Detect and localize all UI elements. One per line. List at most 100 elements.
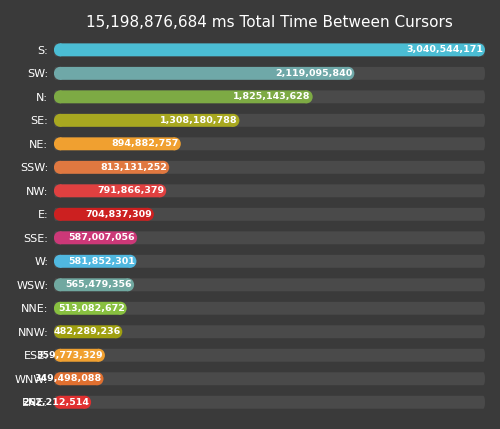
FancyBboxPatch shape — [56, 184, 483, 197]
FancyBboxPatch shape — [56, 231, 483, 244]
FancyBboxPatch shape — [60, 161, 164, 174]
Text: 1,825,143,628: 1,825,143,628 — [234, 92, 311, 101]
Ellipse shape — [54, 396, 66, 409]
FancyBboxPatch shape — [60, 231, 131, 244]
FancyBboxPatch shape — [56, 43, 483, 56]
Text: 587,007,056: 587,007,056 — [69, 233, 136, 242]
FancyBboxPatch shape — [56, 208, 483, 221]
Text: 513,082,672: 513,082,672 — [58, 304, 125, 313]
Ellipse shape — [54, 43, 58, 56]
Ellipse shape — [482, 91, 485, 103]
Ellipse shape — [93, 349, 105, 362]
Ellipse shape — [482, 372, 485, 385]
Ellipse shape — [54, 302, 58, 315]
Ellipse shape — [482, 114, 485, 127]
Ellipse shape — [473, 43, 485, 56]
Ellipse shape — [54, 396, 58, 409]
Ellipse shape — [54, 325, 58, 338]
FancyBboxPatch shape — [60, 325, 116, 338]
FancyBboxPatch shape — [56, 349, 483, 362]
FancyBboxPatch shape — [56, 302, 483, 315]
Ellipse shape — [54, 349, 58, 362]
Ellipse shape — [158, 161, 169, 174]
Title: 15,198,876,684 ms Total Time Between Cursors: 15,198,876,684 ms Total Time Between Cur… — [86, 15, 453, 30]
Ellipse shape — [54, 231, 58, 244]
FancyBboxPatch shape — [56, 91, 483, 103]
Ellipse shape — [154, 184, 166, 197]
Ellipse shape — [92, 372, 104, 385]
Ellipse shape — [169, 137, 181, 150]
FancyBboxPatch shape — [56, 137, 483, 150]
Ellipse shape — [142, 208, 154, 221]
Ellipse shape — [482, 184, 485, 197]
Ellipse shape — [482, 161, 485, 174]
Text: 813,131,252: 813,131,252 — [100, 163, 168, 172]
Ellipse shape — [54, 114, 58, 127]
Ellipse shape — [54, 349, 66, 362]
FancyBboxPatch shape — [56, 278, 483, 291]
Ellipse shape — [482, 325, 485, 338]
FancyBboxPatch shape — [60, 278, 128, 291]
Text: 482,289,236: 482,289,236 — [54, 327, 120, 336]
FancyBboxPatch shape — [56, 161, 483, 174]
Ellipse shape — [54, 67, 66, 80]
FancyBboxPatch shape — [60, 184, 160, 197]
Text: 565,479,356: 565,479,356 — [66, 280, 132, 289]
Ellipse shape — [126, 231, 137, 244]
Text: 581,852,301: 581,852,301 — [68, 257, 134, 266]
Ellipse shape — [54, 91, 66, 103]
Ellipse shape — [482, 278, 485, 291]
Ellipse shape — [54, 372, 66, 385]
Ellipse shape — [54, 137, 58, 150]
Ellipse shape — [54, 208, 66, 221]
FancyBboxPatch shape — [60, 372, 98, 385]
Ellipse shape — [54, 91, 58, 103]
Ellipse shape — [54, 278, 66, 291]
Text: 3,040,544,171: 3,040,544,171 — [406, 45, 483, 54]
Text: 894,882,757: 894,882,757 — [112, 139, 179, 148]
Ellipse shape — [301, 91, 312, 103]
FancyBboxPatch shape — [60, 137, 175, 150]
Text: 349,498,088: 349,498,088 — [34, 374, 102, 383]
Ellipse shape — [482, 208, 485, 221]
Ellipse shape — [54, 325, 66, 338]
Text: 359,773,329: 359,773,329 — [36, 351, 103, 360]
Ellipse shape — [54, 67, 58, 80]
Ellipse shape — [342, 67, 354, 80]
Ellipse shape — [54, 184, 58, 197]
Ellipse shape — [54, 184, 66, 197]
Ellipse shape — [54, 137, 66, 150]
Ellipse shape — [122, 278, 134, 291]
FancyBboxPatch shape — [56, 67, 483, 80]
Ellipse shape — [482, 43, 485, 56]
FancyBboxPatch shape — [60, 43, 479, 56]
Ellipse shape — [482, 255, 485, 268]
Ellipse shape — [54, 161, 66, 174]
Text: 1,308,180,788: 1,308,180,788 — [160, 116, 238, 125]
FancyBboxPatch shape — [60, 208, 148, 221]
Ellipse shape — [54, 161, 58, 174]
FancyBboxPatch shape — [60, 396, 85, 409]
Ellipse shape — [54, 372, 58, 385]
FancyBboxPatch shape — [60, 349, 99, 362]
Ellipse shape — [54, 255, 58, 268]
Ellipse shape — [54, 302, 66, 315]
FancyBboxPatch shape — [60, 255, 130, 268]
FancyBboxPatch shape — [56, 325, 483, 338]
Ellipse shape — [54, 255, 66, 268]
FancyBboxPatch shape — [60, 302, 121, 315]
FancyBboxPatch shape — [56, 372, 483, 385]
FancyBboxPatch shape — [56, 396, 483, 409]
Text: 262,212,514: 262,212,514 — [22, 398, 90, 407]
Ellipse shape — [482, 396, 485, 409]
FancyBboxPatch shape — [60, 67, 348, 80]
Ellipse shape — [115, 302, 126, 315]
Ellipse shape — [54, 43, 66, 56]
Ellipse shape — [482, 231, 485, 244]
FancyBboxPatch shape — [56, 114, 483, 127]
Text: 704,837,309: 704,837,309 — [86, 210, 152, 219]
Ellipse shape — [482, 302, 485, 315]
Text: 2,119,095,840: 2,119,095,840 — [276, 69, 352, 78]
Ellipse shape — [54, 114, 66, 127]
Ellipse shape — [80, 396, 91, 409]
